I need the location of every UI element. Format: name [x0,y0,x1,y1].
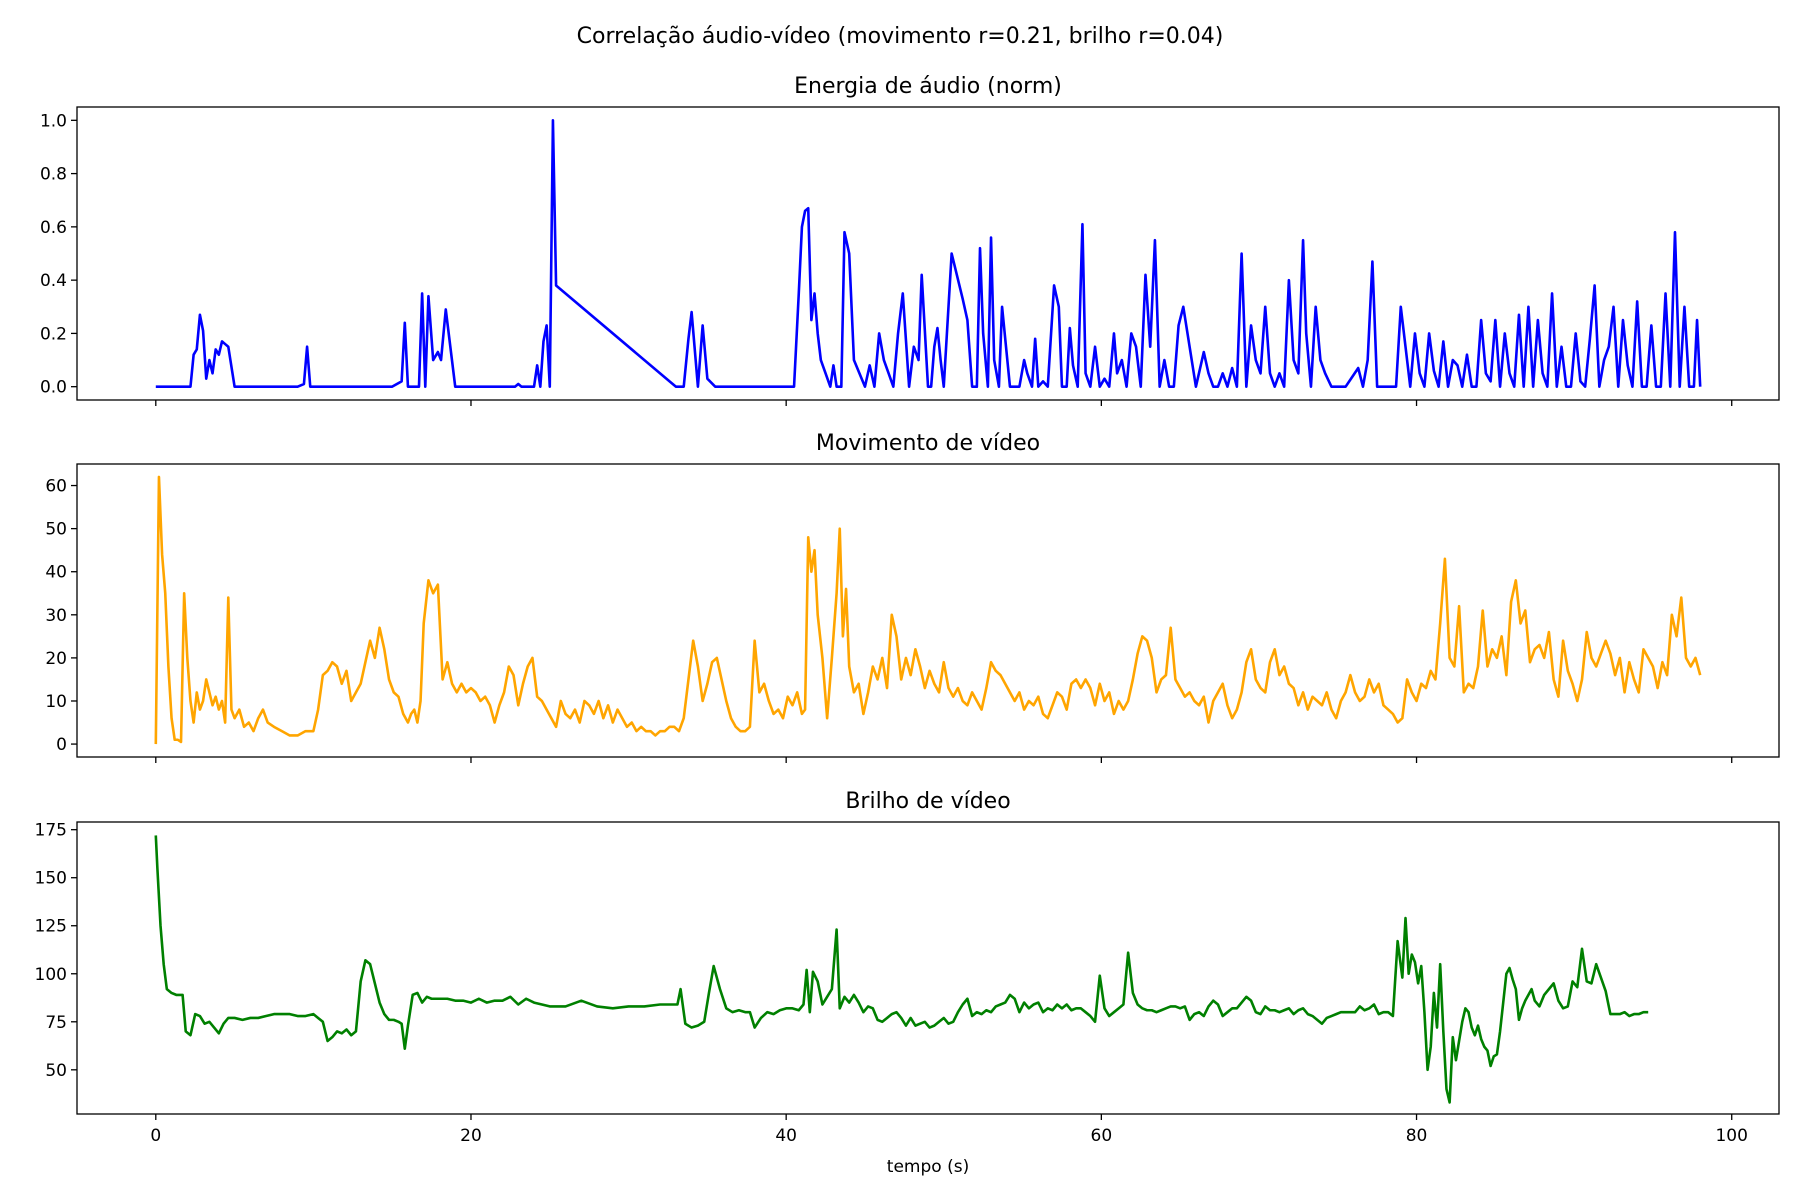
panel-3-frame [76,821,1780,1115]
panel-3: Brilho de vídeo 50 75 100 125 150 175 0 20 40 60 80… [35,789,1780,1146]
xtick-label: 0 [150,1126,161,1146]
panel-3-series-line [154,835,1649,1104]
xtick-label: 20 [460,1126,482,1146]
panel-2-title: Movimento de vídeo [816,431,1040,456]
xtick-label: 60 [1091,1126,1113,1146]
panel-3-ytick-label: 75 [45,1013,67,1033]
panel-2-ytick-label: 50 [45,520,67,540]
panel-3-ytick-label: 100 [35,965,67,985]
panel-1-ytick-label: 0.8 [40,165,67,185]
panel-1: Energia de áudio (norm) 0.0 0.2 0.4 0.6 0.8 1.… [40,74,1780,406]
panel-1-ytick-label: 1.0 [40,111,67,131]
panel-2-ytick-label: 40 [45,563,67,583]
panel-2-ytick-label: 20 [45,649,67,669]
panel-1-title: Energia de áudio (norm) [794,74,1062,99]
panel-1-ytick-label: 0.2 [40,324,67,344]
panel-3-ytick-label: 50 [45,1061,67,1081]
xtick-label: 40 [775,1126,797,1146]
panel-3-title: Brilho de vídeo [845,789,1010,814]
panel-2-frame [76,463,1780,758]
panel-2-ytick-label: 0 [56,735,67,755]
panel-2-ytick-label: 30 [45,606,67,626]
chart-panels: Energia de áudio (norm) 0.0 0.2 0.4 0.6 0.8 1.… [35,74,1780,1146]
panel-2-ytick-label: 60 [45,477,67,497]
chart-suptitle: Correlação áudio-vídeo (movimento r=0.21… [577,24,1224,49]
panel-3-ytick-label: 125 [35,917,67,937]
panel-3-ytick-label: 150 [35,869,67,889]
panel-1-frame [76,106,1780,401]
panel-1-ytick-label: 0.0 [40,378,67,398]
xtick-label: 80 [1406,1126,1428,1146]
panel-2-ytick-label: 10 [45,692,67,712]
panel-1-ytick-label: 0.6 [40,218,67,238]
x-axis-label: tempo (s) [887,1157,969,1177]
panel-1-ytick-label: 0.4 [40,271,67,291]
panel-2: Movimento de vídeo 0 10 20 30 40 50 60 [45,431,1780,763]
panel-1-series-line [155,119,1702,388]
xtick-label: 100 [1715,1126,1747,1146]
panel-3-ytick-label: 175 [35,821,67,841]
panel-2-series-line [154,475,1702,745]
